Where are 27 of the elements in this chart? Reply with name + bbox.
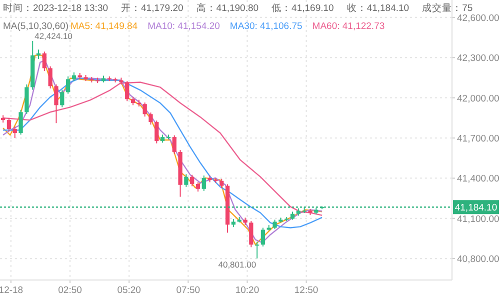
- x-tick-label: 05:20: [117, 285, 141, 296]
- x-tick-label: 02:50: [58, 285, 82, 296]
- annotation: 40,801.00: [218, 259, 256, 270]
- y-tick-label: 42,600.00: [457, 12, 500, 24]
- x-tick-label: 10:20: [235, 285, 260, 296]
- legend-title: MA(5,10,30,60): [3, 21, 68, 32]
- annotation: 收：41,184.10: [346, 3, 410, 14]
- text: MA30: 41,106.75: [230, 21, 302, 32]
- x-tick-label: 07:50: [176, 285, 200, 296]
- text: MA5: 41,149.84: [70, 21, 138, 32]
- annotation: 时间：2023-12-18 13:30: [3, 2, 108, 14]
- y-tick-label: 42,000.00: [457, 93, 500, 104]
- ref-line-label: 41,184.10: [454, 202, 498, 214]
- y-tick-label: 40,800.00: [457, 254, 500, 266]
- annotation: 低：41,169.10: [272, 3, 334, 14]
- annotation: 成交量：75: [422, 2, 473, 14]
- y-tick-label: 41,400.00: [457, 174, 500, 185]
- price-tag: 41,184.10: [453, 200, 499, 214]
- y-tick-label: 41,100.00: [457, 214, 500, 225]
- y-tick-label: 42,300.00: [457, 53, 500, 64]
- y-tick-label: 41,700.00: [457, 133, 500, 144]
- x-tick-label: 12:50: [294, 285, 318, 296]
- text: MA10: 41,154.20: [148, 21, 220, 32]
- text: MA60: 41,122.73: [312, 21, 385, 32]
- annotation: 开：41,179.20: [121, 3, 184, 14]
- annotation: 高：41,190.80: [196, 2, 259, 14]
- annotation: 42,424.10: [34, 30, 73, 41]
